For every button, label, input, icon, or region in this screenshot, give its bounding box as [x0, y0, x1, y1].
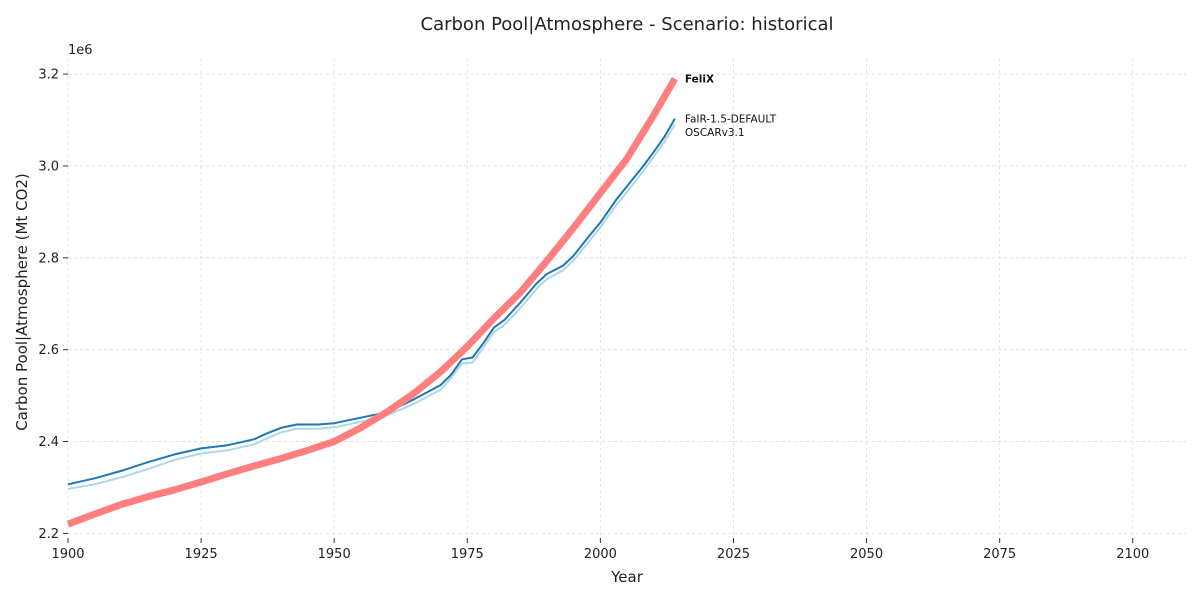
y-axis-label: Carbon Pool|Atmosphere (Mt CO2) [13, 173, 31, 431]
series-line-felix [66, 76, 678, 528]
series-line-oscarv3-1 [67, 123, 676, 490]
y-offset-label: 1e6 [68, 43, 93, 58]
series-line-fair-1-5-default [67, 118, 676, 486]
x-tick-label: 2050 [850, 547, 883, 562]
x-tick-label: 2100 [1116, 547, 1149, 562]
series-label-felix: FeliX [685, 74, 714, 86]
y-tick-label: 3.2 [38, 68, 59, 83]
x-tick-label: 1950 [318, 547, 351, 562]
y-tick-label: 2.6 [38, 343, 59, 358]
grid [67, 58, 1186, 538]
x-axis-label: Year [610, 568, 644, 586]
y-tick-label: 2.4 [38, 435, 59, 450]
x-tick-label: 1900 [51, 547, 84, 562]
y-tick-label: 2.8 [38, 251, 59, 266]
chart-title: Carbon Pool|Atmosphere - Scenario: histo… [421, 14, 834, 35]
x-tick-label: 1925 [185, 547, 218, 562]
series-lines [66, 76, 678, 528]
x-tick-label: 2075 [983, 547, 1016, 562]
x-tick-label: 2000 [584, 547, 617, 562]
series-label-fair-1-5-default: FaIR-1.5-DEFAULT [685, 114, 777, 126]
y-tick-label: 3.0 [38, 159, 59, 174]
y-tick-label: 2.2 [38, 527, 59, 542]
axes: 1900 1925 1950 1975 2000 2025 2050 2075 2100 2.2 2… [38, 68, 1149, 562]
series-label-oscarv3-1: OSCARv3.1 [685, 127, 745, 139]
x-tick-label: 2025 [717, 547, 750, 562]
x-tick-label: 1975 [451, 547, 484, 562]
